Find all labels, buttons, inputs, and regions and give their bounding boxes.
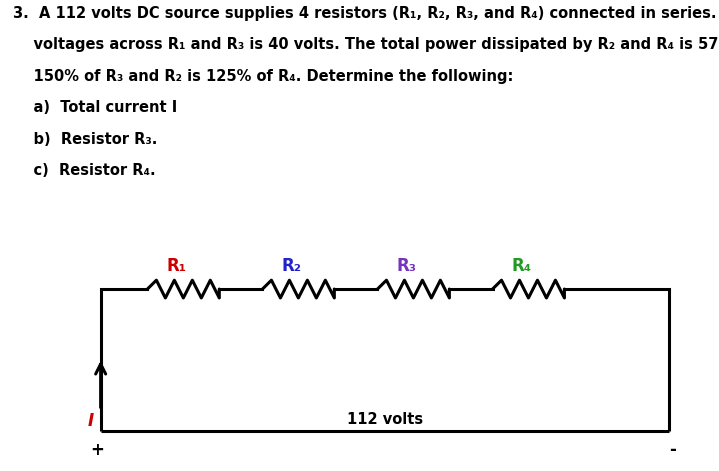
Text: I: I bbox=[88, 413, 94, 430]
Text: R₂: R₂ bbox=[281, 257, 301, 275]
Text: -: - bbox=[669, 441, 676, 459]
Text: +: + bbox=[90, 441, 104, 459]
Text: b)  Resistor R₃.: b) Resistor R₃. bbox=[13, 131, 157, 146]
Text: 150% of R₃ and R₂ is 125% of R₄. Determine the following:: 150% of R₃ and R₂ is 125% of R₄. Determi… bbox=[13, 69, 513, 84]
Text: R₃: R₃ bbox=[396, 257, 416, 275]
Text: a)  Total current I: a) Total current I bbox=[13, 100, 177, 115]
Text: 3.  A 112 volts DC source supplies 4 resistors (R₁, R₂, R₃, and R₄) connected in: 3. A 112 volts DC source supplies 4 resi… bbox=[13, 6, 719, 21]
Text: R₁: R₁ bbox=[166, 257, 186, 275]
Text: voltages across R₁ and R₃ is 40 volts. The total power dissipated by R₂ and R₄ i: voltages across R₁ and R₃ is 40 volts. T… bbox=[13, 38, 719, 52]
Text: 112 volts: 112 volts bbox=[347, 412, 423, 427]
Text: R₄: R₄ bbox=[511, 257, 531, 275]
Text: c)  Resistor R₄.: c) Resistor R₄. bbox=[13, 163, 155, 178]
